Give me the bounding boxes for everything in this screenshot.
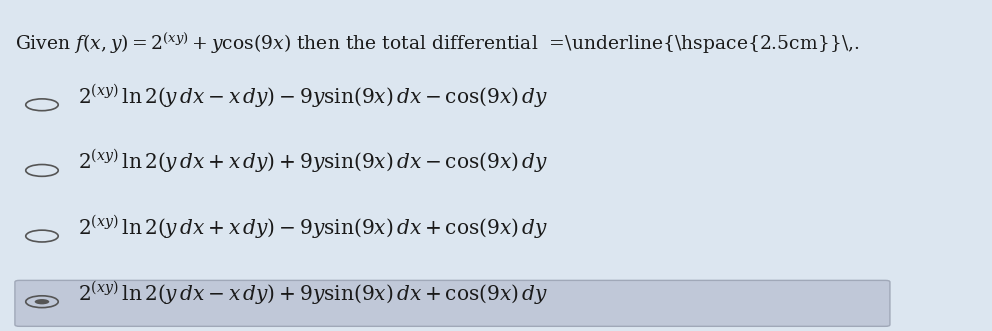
Circle shape bbox=[35, 299, 50, 305]
Text: $2^{(xy)}\,\ln 2(y\,dx - x\,dy) + 9y\sin(9x)\,dx + \cos(9x)\,dy$: $2^{(xy)}\,\ln 2(y\,dx - x\,dy) + 9y\sin… bbox=[78, 279, 549, 307]
Text: $2^{(xy)}\,\ln 2(y\,dx + x\,dy) - 9y\sin(9x)\,dx + \cos(9x)\,dy$: $2^{(xy)}\,\ln 2(y\,dx + x\,dy) - 9y\sin… bbox=[78, 214, 549, 241]
Text: $2^{(xy)}\,\ln 2(y\,dx - x\,dy) - 9y\sin(9x)\,dx - \cos(9x)\,dy$: $2^{(xy)}\,\ln 2(y\,dx - x\,dy) - 9y\sin… bbox=[78, 82, 549, 110]
FancyBboxPatch shape bbox=[15, 280, 890, 326]
Text: Given $f(x, y) = 2^{(xy)} + y\cos(9x)$ then the total differential  =\underline{: Given $f(x, y) = 2^{(xy)} + y\cos(9x)$ t… bbox=[15, 31, 859, 56]
Text: $2^{(xy)}\,\ln 2(y\,dx + x\,dy) + 9y\sin(9x)\,dx - \cos(9x)\,dy$: $2^{(xy)}\,\ln 2(y\,dx + x\,dy) + 9y\sin… bbox=[78, 148, 549, 175]
